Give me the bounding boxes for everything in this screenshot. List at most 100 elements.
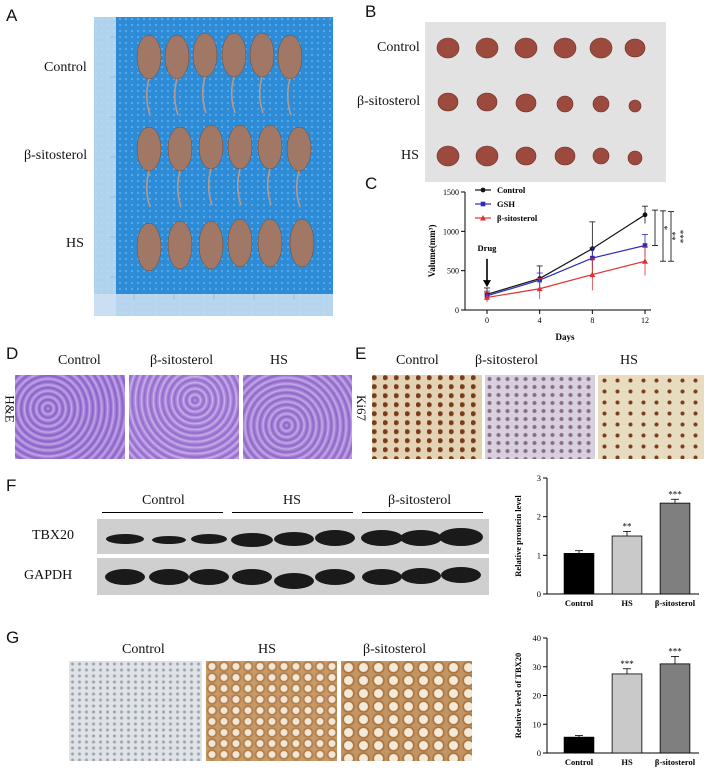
legend-label: GSH <box>497 199 515 209</box>
data-point <box>642 243 648 248</box>
y-axis-label: Valume(mm³) <box>427 225 437 278</box>
bar <box>659 663 691 754</box>
chart-c-marks <box>484 205 648 303</box>
sig-label: *** <box>675 230 685 244</box>
bar <box>659 502 691 595</box>
panel-d-col-label: HS <box>270 353 288 368</box>
blot-group-label: Control <box>142 493 185 508</box>
y-tick-label: 20 <box>533 691 542 701</box>
blot-group-line <box>362 512 483 513</box>
mice-photo <box>94 17 333 316</box>
x-tick-label: 12 <box>641 316 649 325</box>
chart-g-marks: Control *** HS *** β-sitosterol <box>563 646 696 767</box>
blot-group-line <box>232 512 353 513</box>
x-tick-label: 4 <box>538 316 542 325</box>
legend-marker <box>480 187 486 193</box>
y-axis-label: Relative prontein level <box>513 495 523 577</box>
panel-b-row-label: β-sitosterol <box>357 94 421 109</box>
y-tick-label: 0 <box>537 748 541 758</box>
chart-c-annotations: Drug****** <box>478 209 685 288</box>
panel-label-f: F <box>6 476 17 495</box>
panel-e-col-label: β-sitosterol <box>475 353 539 368</box>
panel-a-row-label: β-sitosterol <box>24 148 88 163</box>
sig-label: * <box>659 226 669 231</box>
panel-b-row-label: Control <box>377 40 420 55</box>
data-point <box>590 255 595 261</box>
panel-d-col-label: β-sitosterol <box>150 353 214 368</box>
y-tick-label: 30 <box>533 662 542 672</box>
x-tick-label: HS <box>621 598 633 608</box>
sig-label: ** <box>623 521 633 531</box>
x-tick-label: Control <box>565 598 594 608</box>
panel-e-col-label: Control <box>396 353 439 368</box>
x-tick-label: β-sitosterol <box>655 598 696 608</box>
legend-label: Control <box>497 185 526 195</box>
legend-label: β-sitosterol <box>497 213 538 223</box>
panel-g-col-label: HS <box>258 642 276 657</box>
chart-c-axes: 0 500 1000 1500 0 4 8 12 Days Valume(mm³) <box>427 188 651 342</box>
ihc-image-control <box>69 661 202 761</box>
sig-label: ** <box>667 232 677 242</box>
ihc-image-hs <box>206 661 337 761</box>
series-line-0 <box>486 214 646 295</box>
panel-e-col-label: HS <box>620 353 638 368</box>
series-line-1 <box>486 244 646 297</box>
x-tick-label: Control <box>565 757 594 767</box>
y-tick-label: 2 <box>537 512 541 522</box>
y-tick-label: 1500 <box>443 188 459 197</box>
panel-label-d: D <box>6 344 19 363</box>
y-axis-label: Relative level of TBX20 <box>513 653 523 739</box>
y-tick-label: 0 <box>455 306 459 315</box>
tumor-photo <box>425 22 666 182</box>
bar <box>611 673 643 754</box>
y-tick-label: 1 <box>537 550 541 560</box>
y-tick-label: 0 <box>537 589 541 599</box>
y-tick-label: 3 <box>537 473 541 483</box>
panel-g-col-label: Control <box>122 642 165 657</box>
y-tick-label: 1000 <box>443 227 459 236</box>
data-point <box>642 212 648 218</box>
panel-a-row-label: Control <box>44 60 87 75</box>
x-tick-label: 8 <box>590 316 594 325</box>
western-blot <box>97 519 489 595</box>
blot-row-label-tbx20: TBX20 <box>32 528 74 543</box>
he-image-sitosterol <box>129 375 239 459</box>
bar <box>563 553 595 595</box>
tumor-volume-chart: 0 500 1000 1500 0 4 8 12 Days Valume(mm³) Control… <box>427 185 685 342</box>
chart-c-legend: Control GSH β-sitosterol <box>475 185 538 223</box>
data-point <box>589 271 596 278</box>
blot-row-label-gapdh: GAPDH <box>24 568 73 583</box>
ki67-image-control <box>372 375 482 459</box>
x-tick-label: 0 <box>485 316 489 325</box>
panel-g-col-label: β-sitosterol <box>363 642 427 657</box>
panel-label-b: B <box>365 2 377 21</box>
sig-label: *** <box>668 646 682 656</box>
drug-arrow-head <box>483 280 491 288</box>
bar <box>611 535 643 595</box>
blot-group-label: β-sitosterol <box>388 493 452 508</box>
x-tick-label: HS <box>621 757 633 767</box>
data-point <box>642 258 648 264</box>
sig-label: *** <box>668 489 682 499</box>
series-line-2 <box>486 260 646 299</box>
y-tick-label: 500 <box>447 267 459 276</box>
panel-e-side-label: Ki67 <box>354 395 369 421</box>
ki67-image-hs <box>598 375 704 459</box>
ihc-image-sitosterol <box>341 661 472 761</box>
data-point <box>536 285 543 292</box>
panel-label-g: G <box>6 628 20 647</box>
legend-marker <box>480 201 486 207</box>
x-axis-label: Days <box>555 332 574 342</box>
he-image-control <box>15 375 125 459</box>
y-tick-label: 40 <box>533 633 542 643</box>
legend-marker <box>480 215 486 221</box>
x-tick-label: β-sitosterol <box>655 757 696 767</box>
blot-group-line <box>102 512 223 513</box>
sig-label: *** <box>620 659 634 669</box>
bar <box>563 736 595 754</box>
chart-f-marks: Control ** HS *** β-sitosterol <box>563 489 696 608</box>
ki67-image-sitosterol <box>485 375 595 459</box>
panel-d-col-label: Control <box>58 353 101 368</box>
panel-label-e: E <box>355 344 367 363</box>
he-image-hs <box>243 375 352 459</box>
